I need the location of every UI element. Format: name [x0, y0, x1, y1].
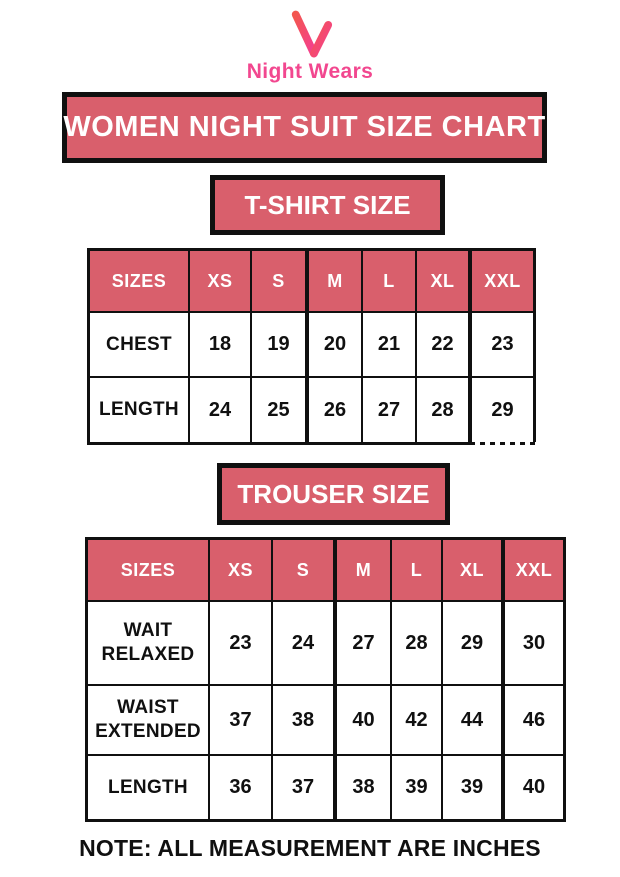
measurement-note: NOTE: ALL MEASUREMENT ARE INCHES	[79, 835, 541, 861]
value-cell: 25	[252, 378, 307, 442]
trouser-size-banner: TROUSER SIZE	[217, 463, 450, 525]
value-cell: 39	[392, 756, 443, 819]
header-cell: XL	[443, 540, 503, 602]
value-cell: 27	[335, 602, 392, 686]
header-cell: M	[307, 251, 363, 313]
row-label-cell: LENGTH	[88, 756, 210, 819]
tshirt-size-table: SIZES XS S M L XL XXL CHEST 18 19 20 21 22 23 LENGTH 24…	[87, 248, 536, 445]
value-cell: 29	[470, 378, 536, 445]
value-cell: 20	[307, 313, 363, 378]
value-cell: 18	[190, 313, 252, 378]
header-cell: XXL	[470, 251, 533, 313]
value-cell: 28	[417, 378, 470, 442]
value-cell: 44	[443, 686, 503, 756]
header-cell: XS	[190, 251, 252, 313]
header-cell: SIZES	[90, 251, 190, 313]
row-label-cell: WAIST EXTENDED	[88, 686, 210, 756]
row-label-cell: LENGTH	[90, 378, 190, 442]
header-cell: S	[252, 251, 307, 313]
tshirt-banner-text: T-SHIRT SIZE	[244, 189, 411, 220]
value-cell: 19	[252, 313, 307, 378]
value-cell: 24	[273, 602, 335, 686]
trouser-size-table: SIZES XS S M L XL XXL WAIT RELAXED 23 24 27 28 29 30 W…	[85, 537, 566, 822]
trouser-banner-text: TROUSER SIZE	[237, 478, 430, 509]
row-label-cell: CHEST	[90, 313, 190, 378]
value-cell: 23	[470, 313, 533, 378]
value-cell: 40	[335, 686, 392, 756]
value-cell: 26	[307, 378, 363, 442]
value-cell: 28	[392, 602, 443, 686]
nw-monogram-icon	[291, 10, 333, 58]
header-cell: M	[335, 540, 392, 602]
header-cell: L	[363, 251, 417, 313]
brand-name: Night Wears	[246, 60, 374, 83]
value-cell: 27	[363, 378, 417, 442]
value-cell: 22	[417, 313, 470, 378]
value-cell: 39	[443, 756, 503, 819]
row-label-cell: WAIT RELAXED	[88, 602, 210, 686]
value-cell: 38	[335, 756, 392, 819]
value-cell: 37	[273, 756, 335, 819]
header-cell: XL	[417, 251, 470, 313]
main-title-banner: WOMEN NIGHT SUIT SIZE CHART	[62, 92, 547, 163]
value-cell: 38	[273, 686, 335, 756]
value-cell: 21	[363, 313, 417, 378]
header-cell: L	[392, 540, 443, 602]
value-cell: 29	[443, 602, 503, 686]
main-title-text: WOMEN NIGHT SUIT SIZE CHART	[63, 111, 546, 143]
header-cell: SIZES	[88, 540, 210, 602]
brand-logo: Night Wears	[0, 0, 620, 84]
value-cell: 23	[210, 602, 273, 686]
tshirt-size-banner: T-SHIRT SIZE	[210, 175, 445, 235]
value-cell: 24	[190, 378, 252, 442]
value-cell: 42	[392, 686, 443, 756]
value-cell: 36	[210, 756, 273, 819]
value-cell: 46	[503, 686, 563, 756]
header-cell: XS	[210, 540, 273, 602]
value-cell: 30	[503, 602, 563, 686]
header-cell: XXL	[503, 540, 563, 602]
header-cell: S	[273, 540, 335, 602]
value-cell: 37	[210, 686, 273, 756]
value-cell: 40	[503, 756, 563, 819]
